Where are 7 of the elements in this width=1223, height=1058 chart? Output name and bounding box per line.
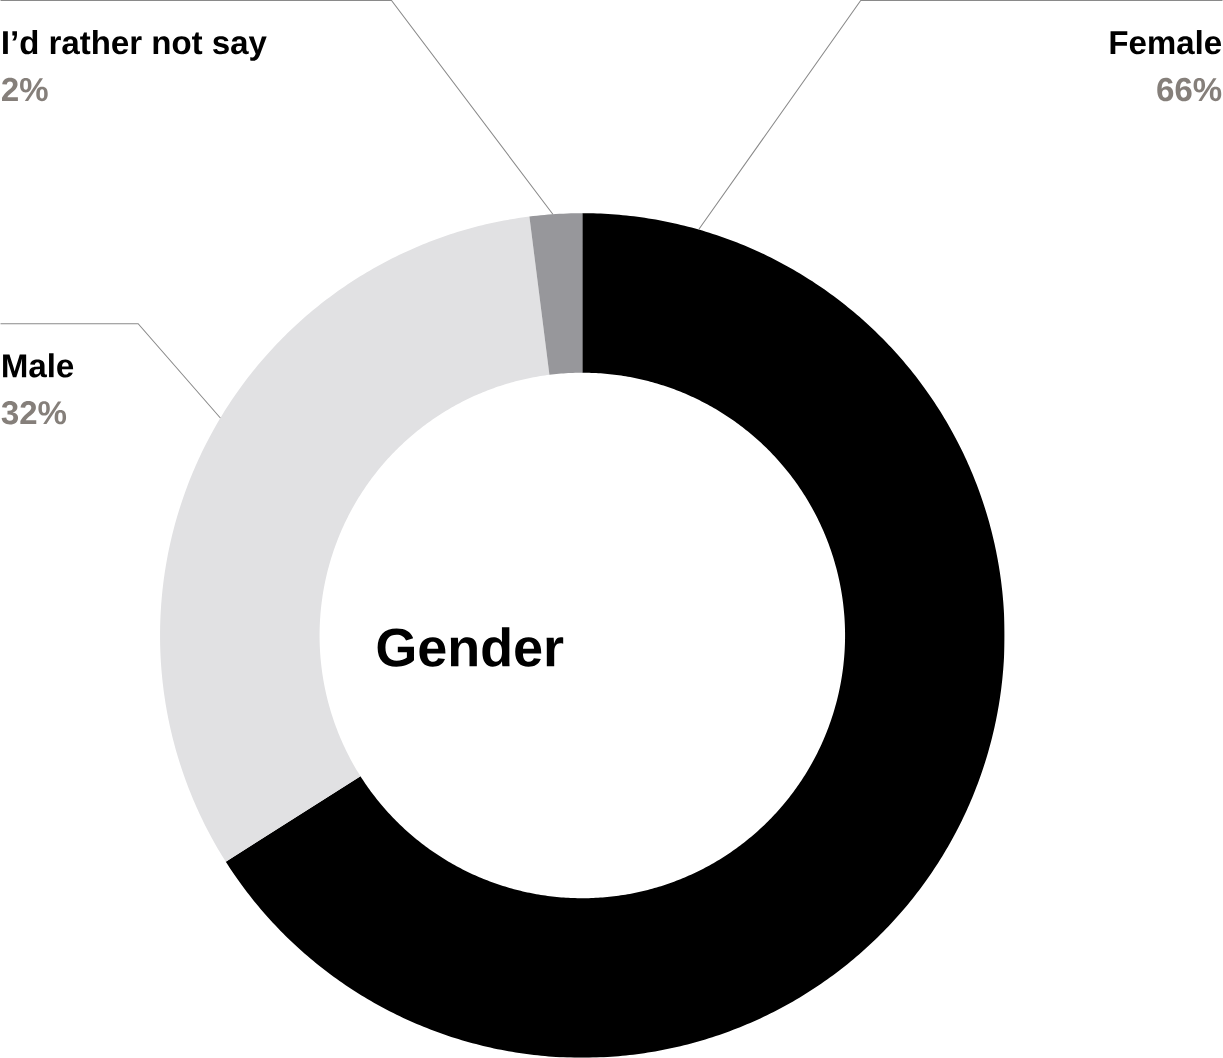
text: Gender xyxy=(377,627,564,667)
slice-label: Female xyxy=(1110,30,1221,55)
slice-label: Male xyxy=(3,353,74,378)
data-label: 32% xyxy=(1,401,67,425)
slice-label: I’d rather not say xyxy=(3,30,267,61)
data-label: 2% xyxy=(2,77,48,102)
data-label: 66% xyxy=(1157,77,1222,102)
